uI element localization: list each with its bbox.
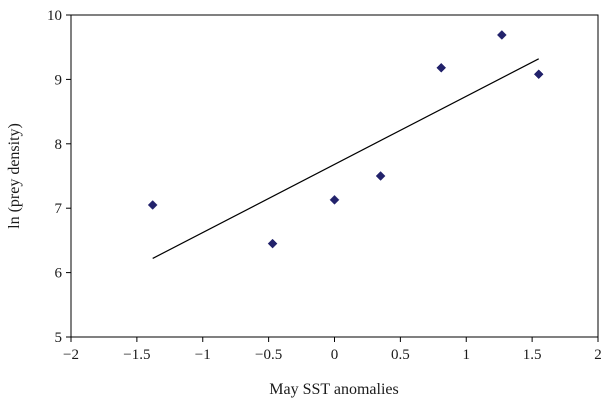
x-axis-ticks: −2 −1.5 −1 −0.5 0 0.5 1 1.5 2 (63, 337, 602, 363)
y-tick-label: 7 (55, 201, 63, 217)
data-point (496, 30, 507, 40)
y-axis-ticks: 5 6 7 8 9 10 (47, 8, 71, 346)
data-point (436, 62, 447, 73)
trend-line (152, 58, 539, 259)
y-tick-label: 8 (55, 137, 63, 153)
x-tick-label: 1 (463, 347, 471, 363)
x-tick-label: −1.5 (123, 347, 150, 363)
y-tick-label: 6 (55, 266, 63, 282)
plot-area (70, 14, 599, 338)
data-point (533, 69, 544, 80)
x-tick-label: 2 (594, 347, 602, 363)
x-tick-label: 0 (331, 347, 339, 363)
x-axis-title: May SST anomalies (269, 381, 398, 398)
x-tick-label: −0.5 (255, 347, 282, 363)
data-point (267, 238, 278, 249)
data-point (375, 171, 386, 181)
y-tick-label: 9 (55, 72, 63, 88)
data-point (329, 194, 340, 205)
x-tick-label: 1.5 (523, 347, 542, 363)
data-point (147, 200, 158, 210)
x-tick-label: −2 (63, 347, 79, 363)
y-tick-label: 10 (47, 8, 62, 24)
x-tick-label: 0.5 (391, 347, 410, 363)
x-tick-label: −1 (195, 347, 211, 363)
y-axis-title: ln (prey density) (6, 123, 23, 229)
chart-marks (147, 30, 544, 259)
y-tick-label: 5 (55, 330, 63, 346)
